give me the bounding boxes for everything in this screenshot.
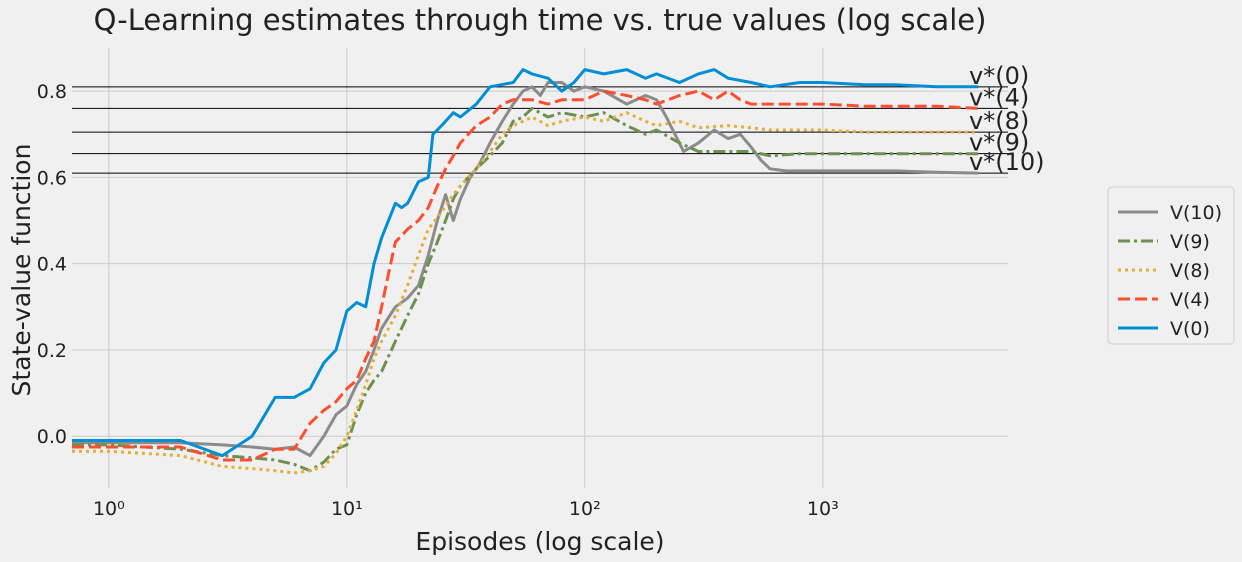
y-tick-label-2: 0.4: [37, 254, 67, 276]
reference-label-2: v*(8): [969, 107, 1029, 135]
legend-label-4: V(0): [1170, 318, 1210, 340]
y-tick-label-3: 0.6: [37, 167, 67, 189]
series-line-1: [72, 106, 979, 473]
legend-box: [1107, 186, 1235, 345]
x-tick-label-1: 10¹: [331, 498, 363, 520]
tick-labels: 10⁰ 10¹ 10² 10³ 0.0 0.2 0.4 0.6 0.8: [37, 81, 839, 520]
y-tick-label-1: 0.2: [37, 340, 67, 362]
grid-lines: [72, 48, 1008, 488]
reference-label-4: v*(10): [969, 148, 1044, 176]
y-tick-label-0: 0.0: [37, 426, 67, 448]
series-line-0: [72, 81, 979, 458]
reference-label-1: v*(4): [969, 83, 1029, 111]
legend-label-3: V(4): [1170, 289, 1210, 311]
y-tick-label-4: 0.8: [37, 81, 67, 103]
series-line-2: [72, 111, 979, 475]
legend-label-1: V(9): [1170, 231, 1210, 253]
legend-label-2: V(8): [1170, 260, 1210, 282]
legend-label-0: V(10): [1170, 202, 1222, 224]
reference-label-0: v*(0): [969, 62, 1029, 90]
reference-label-3: v*(9): [969, 129, 1029, 157]
chart-title: Q-Learning estimates through time vs. tr…: [94, 3, 987, 37]
series-line-4: [72, 68, 979, 458]
x-tick-label-3: 10³: [807, 498, 839, 520]
x-axis-label: Episodes (log scale): [415, 527, 664, 556]
x-tick-label-0: 10⁰: [93, 498, 125, 520]
series-lines: [72, 68, 979, 475]
series-line-3: [72, 89, 979, 462]
legend: V(10) V(9) V(8) V(4) V(0): [1107, 186, 1235, 345]
x-tick-label-2: 10²: [569, 498, 601, 520]
y-axis-label: State-value function: [7, 144, 36, 397]
